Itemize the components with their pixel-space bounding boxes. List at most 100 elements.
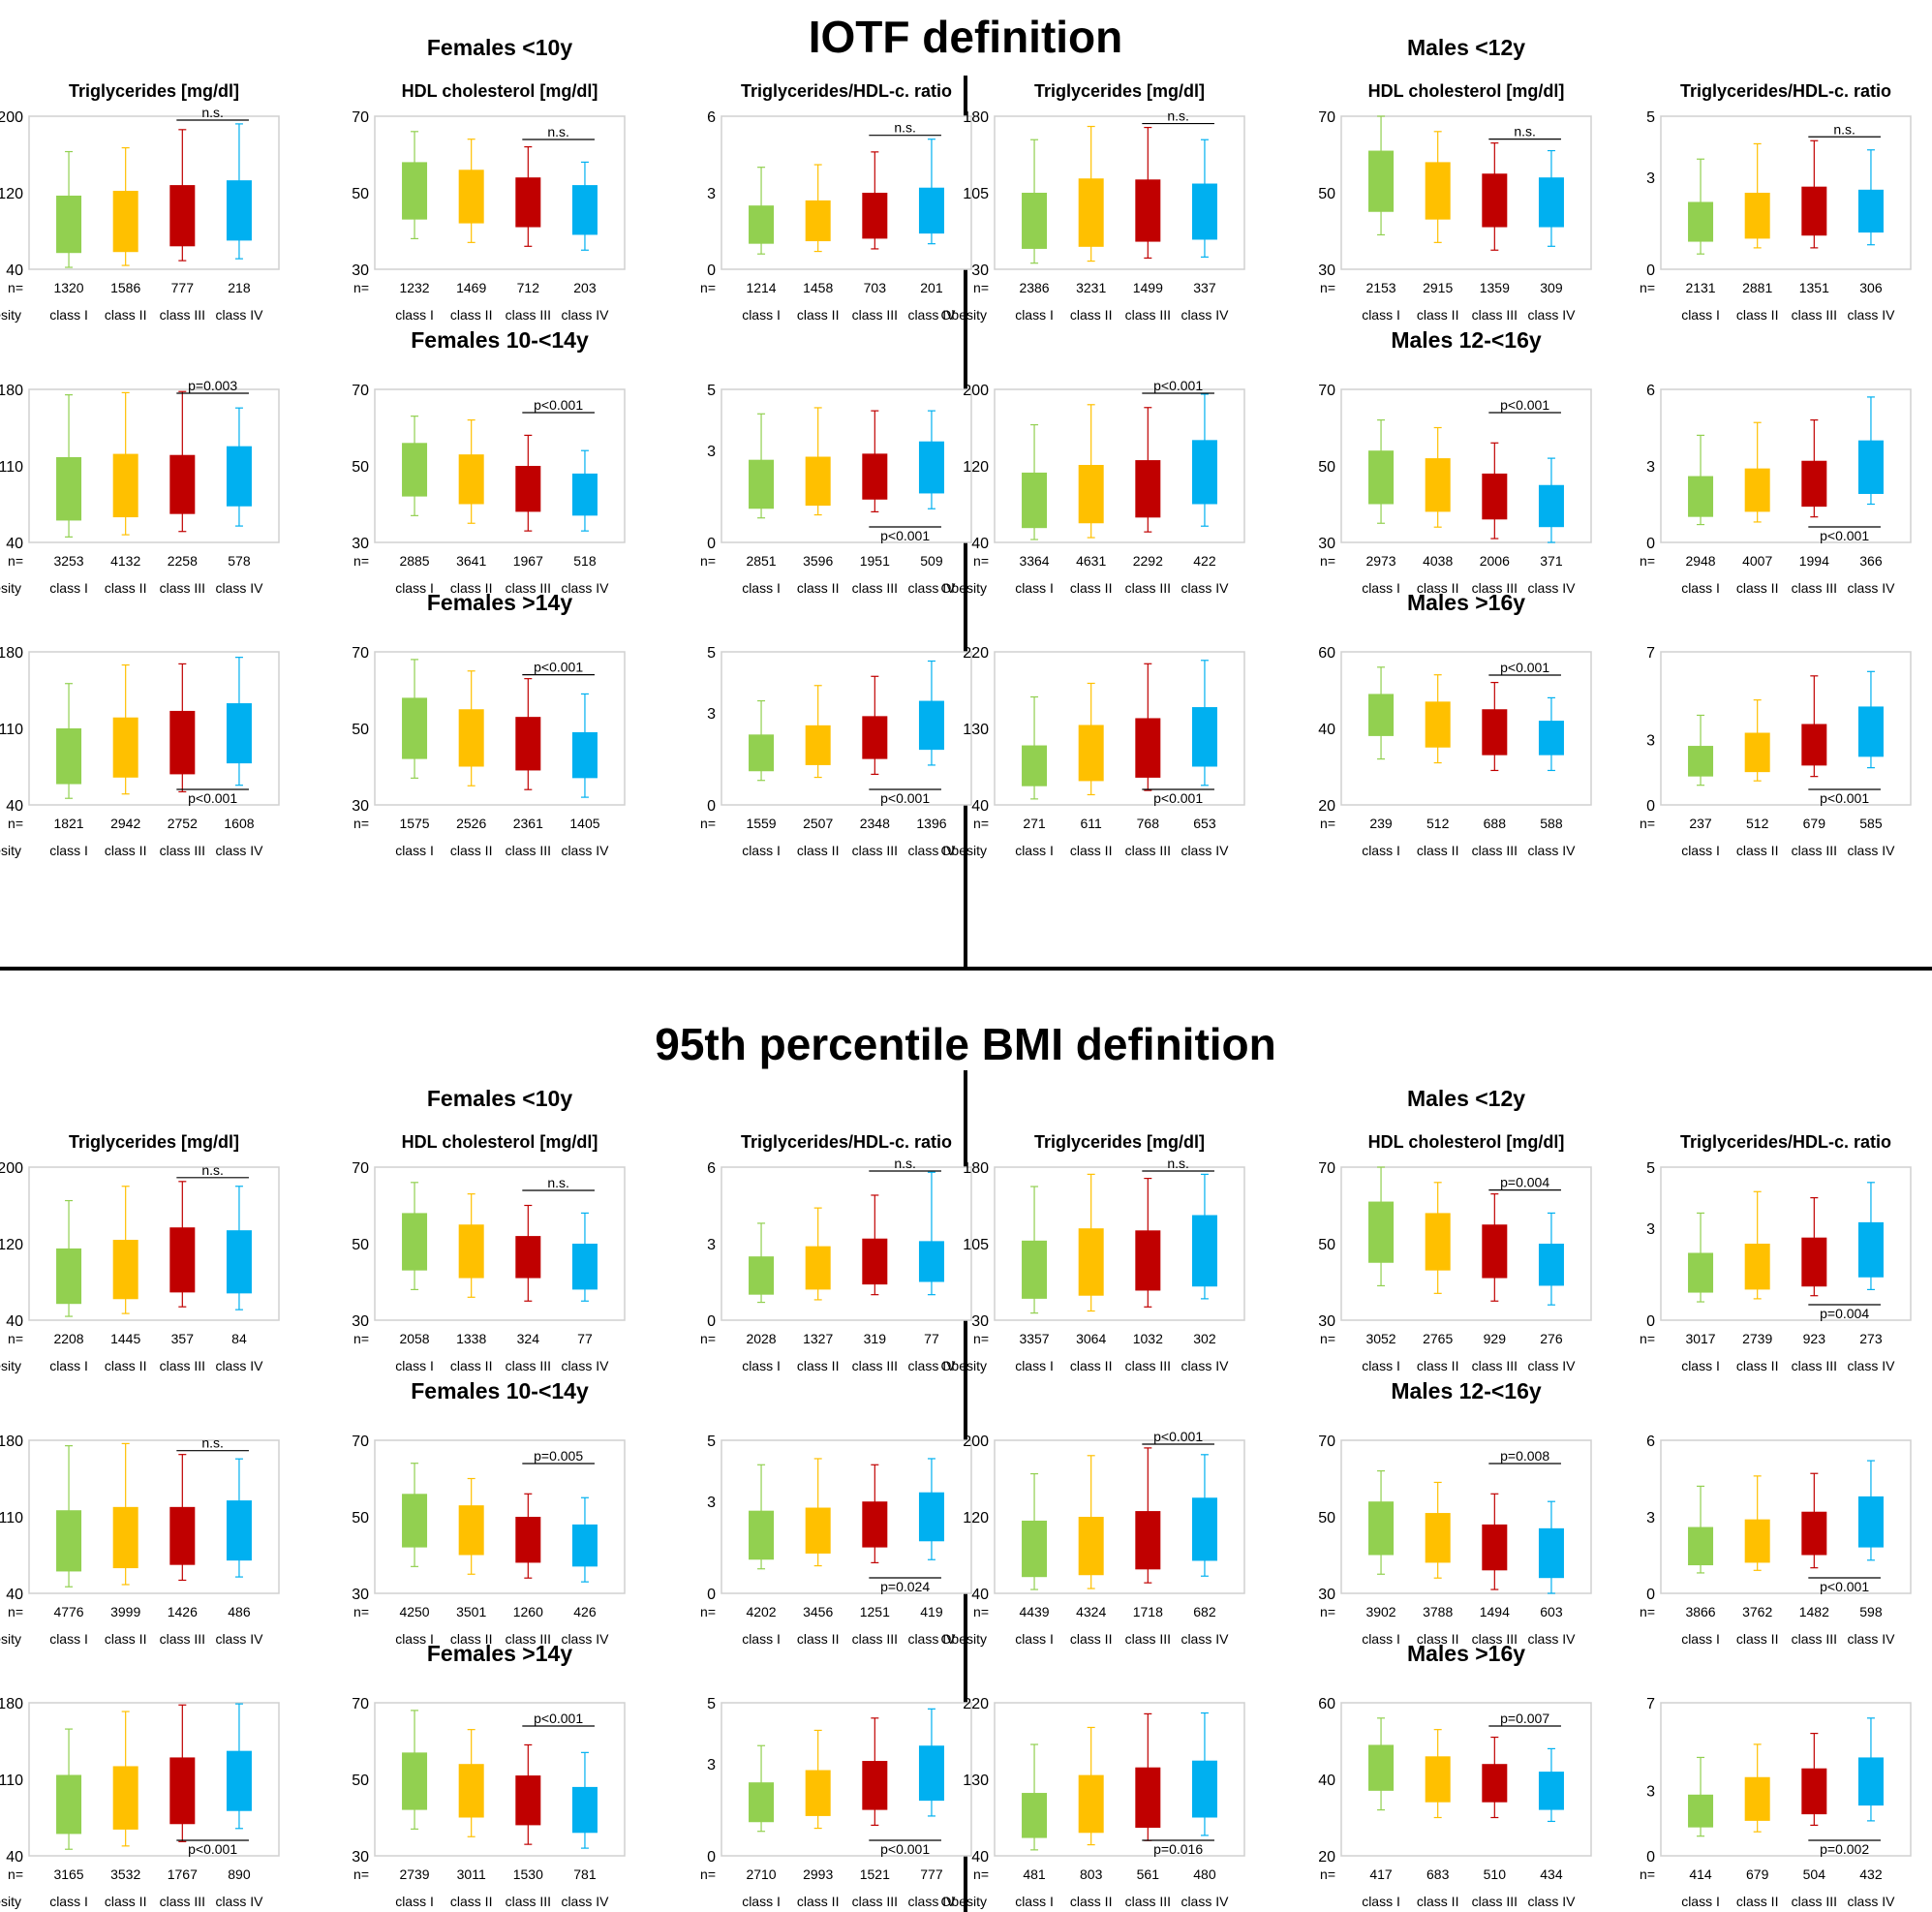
significance-label: n.s.	[1167, 1156, 1189, 1171]
significance-label: n.s.	[201, 1435, 224, 1451]
chart-panel: 30 50 70 p<0.001 n= 2739 3011 1530 781 class I cla…	[352, 1696, 626, 1909]
n-value: 276	[1540, 1331, 1563, 1346]
y-tick-label: 3	[1646, 732, 1655, 749]
y-tick-label: 6	[1646, 1434, 1655, 1450]
class-label: class I	[1681, 1358, 1720, 1373]
box-bar	[1191, 1760, 1217, 1818]
n-value: 426	[573, 1604, 597, 1619]
class-label: class III	[1792, 307, 1837, 323]
class-label: class III	[1472, 843, 1518, 858]
y-tick-label: 40	[6, 798, 23, 815]
section: 95th percentile BMI definition Females <1…	[0, 1019, 1912, 1909]
box-bar	[169, 454, 196, 514]
n-value: 2752	[168, 816, 198, 831]
group-title: Females <10y	[427, 1086, 572, 1111]
chart-title: Triglycerides/HDL-c. ratio	[1680, 81, 1891, 101]
y-tick-label: 70	[352, 383, 369, 399]
class-label: class I	[395, 1358, 434, 1373]
chart-title: Triglycerides [mg/dl]	[69, 1132, 239, 1152]
group-title: Females >14y	[427, 1641, 572, 1666]
n-label: n=	[1640, 553, 1655, 569]
class-label: class IV	[561, 1631, 609, 1647]
class-label: class III	[1472, 1358, 1518, 1373]
y-tick-label: 180	[963, 109, 989, 126]
box-bar	[1022, 745, 1048, 786]
box-bar	[226, 180, 252, 241]
n-value: 218	[228, 280, 251, 295]
obesity-label: Obesity	[0, 580, 21, 596]
n-value: 679	[1746, 1866, 1769, 1882]
y-tick-label: 200	[0, 1160, 23, 1177]
y-tick-label: 0	[1646, 1849, 1655, 1866]
chart-panel: 20 40 60 p=0.007 n= 417 683 510 434 class I class …	[1318, 1696, 1592, 1909]
class-label: class IV	[215, 843, 263, 858]
class-label: class II	[450, 1358, 493, 1373]
box-bar	[1022, 1240, 1048, 1299]
box-bar	[169, 185, 196, 247]
significance-label: n.s.	[201, 105, 224, 120]
n-value: 1767	[168, 1866, 198, 1882]
obesity-label: Obesity	[941, 580, 987, 596]
y-tick-label: 180	[0, 1696, 23, 1712]
class-label: class IV	[1847, 1894, 1895, 1909]
n-value: 237	[1689, 816, 1712, 831]
box-bar	[1801, 724, 1827, 766]
significance-label: p<0.001	[1820, 528, 1869, 543]
class-label: class I	[49, 1631, 88, 1647]
n-value: 1821	[53, 816, 83, 831]
group-title: Males <12y	[1407, 1086, 1525, 1111]
n-value: 561	[1137, 1866, 1160, 1882]
n-value: 1260	[513, 1604, 543, 1619]
class-label: class I	[742, 580, 781, 596]
n-value: 4631	[1076, 553, 1106, 569]
chart-panel: Triglycerides/HDL-c. ratio 0 3 6 n.s. n= 2028 1…	[700, 1132, 972, 1373]
class-label: class III	[506, 1894, 551, 1909]
n-value: 682	[1193, 1604, 1216, 1619]
significance-label: p=0.016	[1153, 1841, 1203, 1857]
class-label: class IV	[907, 307, 956, 323]
n-label: n=	[1640, 816, 1655, 831]
box-bar	[1191, 1497, 1217, 1561]
y-tick-label: 70	[1318, 383, 1335, 399]
chart-group: Females <10y Triglycerides [mg/dl] 40 120 20…	[0, 1086, 972, 1373]
box-bar	[1425, 1513, 1451, 1563]
box-bar	[862, 1238, 888, 1285]
class-label: class II	[1417, 580, 1459, 596]
class-label: class I	[1681, 843, 1720, 858]
n-value: 2526	[456, 816, 486, 831]
y-tick-label: 40	[1318, 722, 1335, 738]
chart-title: Triglycerides/HDL-c. ratio	[741, 1132, 952, 1152]
class-label: class IV	[1527, 1631, 1576, 1647]
class-label: class III	[1792, 1894, 1837, 1909]
box-bar	[1744, 468, 1770, 512]
y-tick-label: 3	[1646, 170, 1655, 187]
class-label: class III	[1792, 1631, 1837, 1647]
box-bar	[1538, 1772, 1564, 1810]
class-label: class IV	[1181, 307, 1229, 323]
y-tick-label: 0	[707, 1849, 716, 1866]
n-value: 3501	[456, 1604, 486, 1619]
y-tick-label: 30	[1318, 536, 1335, 552]
group-title: Males >16y	[1407, 1641, 1525, 1666]
class-label: class IV	[1527, 1894, 1576, 1909]
n-value: 2973	[1365, 553, 1395, 569]
significance-label: p<0.001	[1500, 397, 1549, 413]
n-value: 3357	[1019, 1331, 1049, 1346]
class-label: class III	[506, 1631, 551, 1647]
class-label: class IV	[1181, 1631, 1229, 1647]
n-value: 1214	[746, 280, 776, 295]
box-bar	[1744, 732, 1770, 773]
significance-label: p<0.001	[1820, 790, 1869, 806]
chart-panel: 0 3 6 p<0.001 n= 3866 3762 1482 598 class I class …	[1640, 1434, 1912, 1647]
n-value: 603	[1540, 1604, 1563, 1619]
box-bar	[458, 170, 484, 224]
significance-label: p=0.008	[1500, 1448, 1549, 1464]
class-label: class I	[742, 1358, 781, 1373]
class-label: class I	[1015, 1358, 1054, 1373]
significance-label: n.s.	[1167, 108, 1189, 124]
n-value: 481	[1023, 1866, 1046, 1882]
class-label: class III	[852, 580, 898, 596]
significance-label: n.s.	[547, 124, 569, 139]
class-label: class III	[1125, 1631, 1171, 1647]
box-bar	[515, 717, 541, 771]
